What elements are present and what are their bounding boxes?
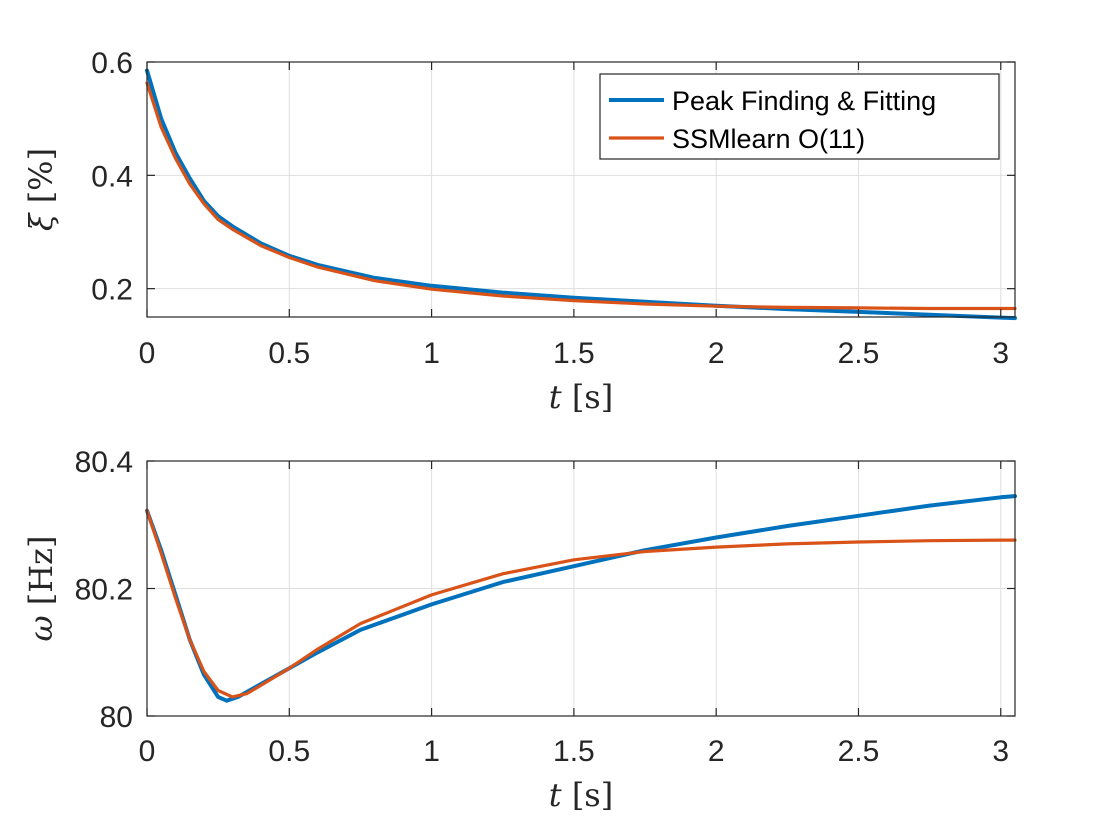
- x-tick-label: 2.5: [838, 337, 880, 370]
- damping-y-axis-label: ξ [%]: [22, 148, 60, 231]
- y-tick-label: 0.4: [91, 160, 133, 193]
- x-tick-label: 0.5: [268, 337, 310, 370]
- legend-entry-label: SSMlearn O(11): [672, 124, 865, 154]
- legend-box: [599, 73, 1000, 160]
- x-tick-label: 0.5: [268, 735, 310, 768]
- x-tick-label: 3: [992, 337, 1009, 370]
- x-tick-label: 1.5: [553, 337, 595, 370]
- y-tick-label: 80: [100, 701, 133, 734]
- y-tick-label: 80.2: [75, 574, 133, 607]
- x-tick-label: 1.5: [553, 735, 595, 768]
- frequency-y-axis-label: ω [Hz]: [22, 536, 60, 642]
- y-tick-label: 80.4: [75, 446, 133, 479]
- damping-x-axis-label: t [s]: [549, 378, 613, 416]
- x-tick-label: 2: [708, 735, 725, 768]
- legend-entry-label: Peak Finding & Fitting: [672, 86, 936, 116]
- x-tick-label: 2.5: [838, 735, 880, 768]
- frequency-subplot: 0 0.5 1 1.5 2 2.5 3 80 80.2 80.4 t [s] ω [Hz]: [22, 446, 1017, 814]
- damping-subplot: 0 0.5 1 1.5 2 2.5 3 0.2 0.4 0.6 t [s] ξ [%]: [22, 47, 1017, 416]
- x-tick-label: 2: [708, 337, 725, 370]
- x-tick-label: 1: [423, 337, 440, 370]
- frequency-series-ssmlearn-line: [145, 509, 1017, 699]
- x-tick-label: 1: [423, 735, 440, 768]
- frequency-x-axis-label: t [s]: [549, 776, 613, 814]
- x-tick-label: 0: [139, 337, 156, 370]
- legend: Peak Finding & Fitting SSMlearn O(11): [599, 73, 1000, 160]
- damping-series-peak-finding-line: [145, 68, 1017, 321]
- damping-series-ssmlearn-line: [145, 81, 1017, 311]
- x-tick-label: 3: [992, 735, 1009, 768]
- damping-axes-box: [146, 61, 1016, 318]
- y-tick-label: 0.6: [91, 47, 133, 80]
- x-tick-label: 0: [139, 735, 156, 768]
- y-tick-label: 0.2: [91, 274, 133, 307]
